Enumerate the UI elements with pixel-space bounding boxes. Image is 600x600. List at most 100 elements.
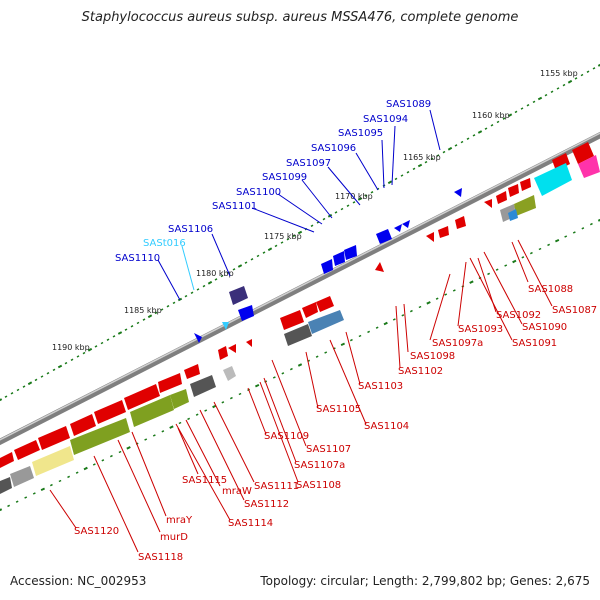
- rna-label[interactable]: SASt016: [143, 238, 186, 249]
- gene-feature[interactable]: [552, 153, 570, 171]
- gene-feature[interactable]: [454, 188, 462, 197]
- gene-feature[interactable]: [246, 339, 252, 347]
- gene-feature[interactable]: [344, 245, 357, 260]
- scale-tick: [272, 376, 276, 379]
- gene-feature[interactable]: [38, 426, 70, 450]
- gene-feature[interactable]: [170, 389, 189, 409]
- gene-feature[interactable]: [321, 259, 333, 274]
- gene-feature[interactable]: [218, 346, 228, 360]
- scale-tick: [364, 194, 368, 197]
- gene-feature[interactable]: [455, 216, 466, 229]
- gene-label[interactable]: SAS1103: [358, 381, 403, 392]
- gene-feature[interactable]: [375, 262, 384, 272]
- gene-feature[interactable]: [32, 446, 74, 476]
- rna-feature[interactable]: [222, 322, 229, 330]
- gene-label[interactable]: mraY: [166, 515, 193, 526]
- scale-tick: [526, 103, 530, 107]
- gene-label[interactable]: SAS1090: [522, 322, 567, 333]
- gene-label[interactable]: SAS1118: [138, 552, 183, 563]
- gene-label[interactable]: SAS1093: [458, 324, 503, 335]
- scale-tick: [204, 409, 208, 412]
- gene-label[interactable]: SAS1089: [386, 99, 431, 110]
- scale-tick: [289, 367, 293, 371]
- gene-feature[interactable]: [223, 366, 236, 381]
- gene-label[interactable]: SAS1104: [364, 421, 409, 432]
- gene-label[interactable]: SAS1108: [296, 480, 341, 491]
- gene-feature[interactable]: [508, 184, 519, 197]
- gene-feature[interactable]: [124, 384, 160, 410]
- gene-label[interactable]: SAS1111: [254, 481, 299, 492]
- gene-feature[interactable]: [376, 229, 392, 244]
- gene-feature[interactable]: [190, 375, 216, 397]
- gene-feature[interactable]: [229, 286, 248, 305]
- scale-tick: [106, 338, 110, 341]
- scale-tick: [187, 417, 191, 421]
- gene-feature[interactable]: [484, 199, 492, 208]
- gene-feature[interactable]: [0, 477, 12, 494]
- gene-label[interactable]: SAS1094: [363, 114, 408, 125]
- gene-feature[interactable]: [184, 364, 200, 379]
- gene-feature[interactable]: [238, 305, 254, 321]
- gene-label[interactable]: SAS1120: [74, 526, 119, 537]
- gene-feature[interactable]: [158, 373, 182, 393]
- gene-label[interactable]: SAS1091: [512, 338, 557, 349]
- gene-label[interactable]: SAS1107: [306, 444, 351, 455]
- gene-feature[interactable]: [284, 324, 312, 346]
- gene-label[interactable]: SAS1096: [311, 143, 356, 154]
- gene-label[interactable]: SAS1087: [552, 305, 597, 316]
- gene-label[interactable]: SAS1097a: [432, 338, 483, 349]
- gene-label[interactable]: SAS1095: [338, 128, 383, 139]
- gene-feature[interactable]: [534, 163, 572, 196]
- gene-feature[interactable]: [94, 400, 126, 424]
- scale-tick: [142, 318, 146, 321]
- scale-tick: [160, 308, 164, 311]
- gene-feature[interactable]: [14, 440, 40, 460]
- scale-tick: [340, 342, 346, 347]
- gene-label[interactable]: SAS1092: [496, 310, 541, 321]
- scale-tick: [597, 218, 600, 222]
- gene-feature[interactable]: [302, 302, 318, 318]
- gene-feature[interactable]: [402, 220, 410, 228]
- gene-label[interactable]: SAS1102: [398, 366, 443, 377]
- gene-feature[interactable]: [228, 344, 236, 353]
- gene-feature[interactable]: [426, 232, 434, 242]
- gene-feature[interactable]: [394, 224, 402, 232]
- gene-label[interactable]: SAS1110: [115, 253, 160, 264]
- gene-feature[interactable]: [316, 296, 334, 312]
- gene-label[interactable]: SAS1106: [168, 224, 213, 235]
- gene-label[interactable]: SAS1101: [212, 201, 257, 212]
- gene-label[interactable]: SAS1109: [264, 431, 309, 442]
- gene-feature[interactable]: [514, 195, 536, 216]
- gene-feature[interactable]: [508, 209, 518, 221]
- gene-feature[interactable]: [70, 414, 96, 436]
- gene-label[interactable]: SAS1097: [286, 158, 331, 169]
- gene-feature[interactable]: [280, 310, 304, 330]
- gene-label[interactable]: SAS1100: [236, 187, 281, 198]
- gene-feature[interactable]: [520, 178, 531, 191]
- gene-label[interactable]: SAS1088: [528, 284, 573, 295]
- gene-label[interactable]: SAS1098: [410, 351, 455, 362]
- gene-feature[interactable]: [10, 466, 34, 487]
- gene-label[interactable]: SAS1115: [182, 475, 227, 486]
- gene-label[interactable]: SAS1114: [228, 518, 273, 529]
- gene-label[interactable]: SAS1105: [316, 404, 361, 415]
- gene-feature[interactable]: [70, 418, 130, 455]
- gene-label[interactable]: SAS1099: [262, 172, 307, 183]
- gene-feature[interactable]: [572, 142, 594, 164]
- scale-tick: [24, 496, 28, 499]
- gene-feature[interactable]: [308, 310, 344, 334]
- gene-feature[interactable]: [496, 191, 507, 204]
- gene-feature[interactable]: [578, 155, 600, 178]
- gene-feature[interactable]: [0, 452, 14, 468]
- scale-tick: [592, 67, 596, 70]
- gene-feature[interactable]: [333, 251, 345, 266]
- gene-feature[interactable]: [194, 333, 202, 343]
- gene-label[interactable]: mraW: [222, 486, 252, 497]
- scale-tick: [109, 454, 113, 458]
- gene-label[interactable]: SAS1107a: [294, 460, 345, 471]
- gene-label[interactable]: murD: [160, 532, 188, 543]
- gene-feature[interactable]: [130, 395, 174, 427]
- scale-tick: [196, 288, 200, 291]
- gene-label[interactable]: SAS1112: [244, 499, 289, 510]
- gene-feature[interactable]: [438, 226, 449, 238]
